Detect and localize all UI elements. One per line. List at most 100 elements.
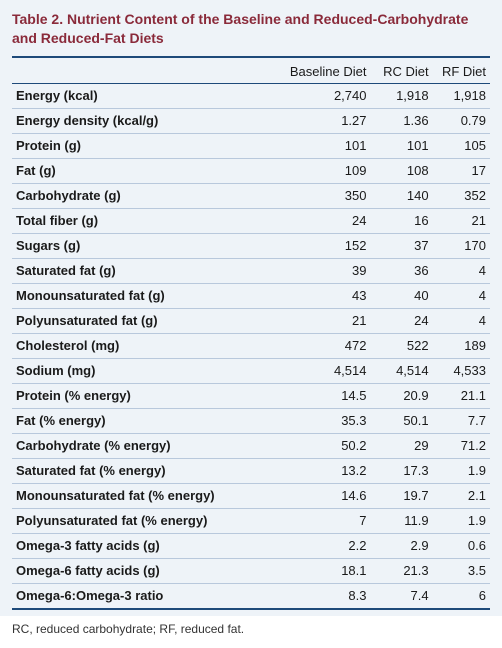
cell-rf: 1.9 <box>433 458 490 483</box>
cell-rc: 20.9 <box>371 383 433 408</box>
row-label: Omega-3 fatty acids (g) <box>12 533 275 558</box>
row-label: Polyunsaturated fat (% energy) <box>12 508 275 533</box>
cell-baseline: 39 <box>275 258 371 283</box>
table-row: Carbohydrate (g)350140352 <box>12 183 490 208</box>
table-row: Saturated fat (% energy)13.217.31.9 <box>12 458 490 483</box>
cell-rc: 16 <box>371 208 433 233</box>
cell-baseline: 4,514 <box>275 358 371 383</box>
row-label: Sugars (g) <box>12 233 275 258</box>
row-label: Saturated fat (% energy) <box>12 458 275 483</box>
table-row: Energy (kcal)2,7401,9181,918 <box>12 84 490 109</box>
cell-rc: 19.7 <box>371 483 433 508</box>
col-header-rc: RC Diet <box>371 58 433 84</box>
cell-rf: 105 <box>433 133 490 158</box>
cell-rc: 50.1 <box>371 408 433 433</box>
cell-rc: 11.9 <box>371 508 433 533</box>
cell-baseline: 7 <box>275 508 371 533</box>
table-row: Omega-3 fatty acids (g)2.22.90.6 <box>12 533 490 558</box>
cell-baseline: 109 <box>275 158 371 183</box>
cell-rc: 140 <box>371 183 433 208</box>
cell-baseline: 13.2 <box>275 458 371 483</box>
cell-rc: 7.4 <box>371 583 433 609</box>
table-header-row: Baseline Diet RC Diet RF Diet <box>12 58 490 84</box>
cell-rc: 4,514 <box>371 358 433 383</box>
row-label: Sodium (mg) <box>12 358 275 383</box>
nutrient-table: Baseline Diet RC Diet RF Diet Energy (kc… <box>12 56 490 610</box>
row-label: Carbohydrate (% energy) <box>12 433 275 458</box>
cell-baseline: 43 <box>275 283 371 308</box>
cell-rf: 4,533 <box>433 358 490 383</box>
cell-baseline: 350 <box>275 183 371 208</box>
table-row: Sugars (g)15237170 <box>12 233 490 258</box>
cell-baseline: 1.27 <box>275 108 371 133</box>
cell-rf: 71.2 <box>433 433 490 458</box>
cell-rc: 1,918 <box>371 84 433 109</box>
row-label: Energy (kcal) <box>12 84 275 109</box>
table-row: Cholesterol (mg)472522189 <box>12 333 490 358</box>
row-label: Fat (% energy) <box>12 408 275 433</box>
table-row: Polyunsaturated fat (% energy)711.91.9 <box>12 508 490 533</box>
cell-rc: 1.36 <box>371 108 433 133</box>
cell-baseline: 50.2 <box>275 433 371 458</box>
cell-baseline: 2,740 <box>275 84 371 109</box>
cell-rc: 522 <box>371 333 433 358</box>
cell-baseline: 2.2 <box>275 533 371 558</box>
row-label: Omega-6:Omega-3 ratio <box>12 583 275 609</box>
cell-baseline: 101 <box>275 133 371 158</box>
cell-rf: 352 <box>433 183 490 208</box>
row-label: Omega-6 fatty acids (g) <box>12 558 275 583</box>
cell-rc: 101 <box>371 133 433 158</box>
col-header-rf: RF Diet <box>433 58 490 84</box>
cell-rf: 3.5 <box>433 558 490 583</box>
cell-rf: 170 <box>433 233 490 258</box>
cell-rf: 4 <box>433 308 490 333</box>
cell-rf: 189 <box>433 333 490 358</box>
cell-rf: 2.1 <box>433 483 490 508</box>
cell-rf: 4 <box>433 258 490 283</box>
row-label: Protein (% energy) <box>12 383 275 408</box>
table-row: Sodium (mg)4,5144,5144,533 <box>12 358 490 383</box>
table-row: Total fiber (g)241621 <box>12 208 490 233</box>
cell-baseline: 24 <box>275 208 371 233</box>
table-row: Polyunsaturated fat (g)21244 <box>12 308 490 333</box>
cell-rc: 36 <box>371 258 433 283</box>
row-label: Saturated fat (g) <box>12 258 275 283</box>
cell-baseline: 472 <box>275 333 371 358</box>
cell-rc: 17.3 <box>371 458 433 483</box>
cell-rf: 21 <box>433 208 490 233</box>
cell-rf: 7.7 <box>433 408 490 433</box>
cell-baseline: 8.3 <box>275 583 371 609</box>
cell-rf: 17 <box>433 158 490 183</box>
cell-rf: 1,918 <box>433 84 490 109</box>
cell-baseline: 152 <box>275 233 371 258</box>
cell-rc: 21.3 <box>371 558 433 583</box>
cell-rc: 2.9 <box>371 533 433 558</box>
table-row: Carbohydrate (% energy)50.22971.2 <box>12 433 490 458</box>
row-label: Cholesterol (mg) <box>12 333 275 358</box>
col-header-baseline: Baseline Diet <box>275 58 371 84</box>
cell-rf: 21.1 <box>433 383 490 408</box>
table-row: Omega-6 fatty acids (g)18.121.33.5 <box>12 558 490 583</box>
table-container: Table 2. Nutrient Content of the Baselin… <box>0 0 502 616</box>
cell-baseline: 18.1 <box>275 558 371 583</box>
cell-rc: 24 <box>371 308 433 333</box>
cell-rf: 0.6 <box>433 533 490 558</box>
table-row: Protein (g)101101105 <box>12 133 490 158</box>
table-row: Monounsaturated fat (% energy)14.619.72.… <box>12 483 490 508</box>
table-row: Protein (% energy)14.520.921.1 <box>12 383 490 408</box>
cell-rc: 108 <box>371 158 433 183</box>
cell-rf: 6 <box>433 583 490 609</box>
table-row: Saturated fat (g)39364 <box>12 258 490 283</box>
table-row: Fat (% energy)35.350.17.7 <box>12 408 490 433</box>
table-title: Table 2. Nutrient Content of the Baselin… <box>12 10 490 48</box>
row-label: Total fiber (g) <box>12 208 275 233</box>
row-label: Carbohydrate (g) <box>12 183 275 208</box>
table-footnote: RC, reduced carbohydrate; RF, reduced fa… <box>0 616 502 648</box>
row-label: Protein (g) <box>12 133 275 158</box>
cell-baseline: 35.3 <box>275 408 371 433</box>
row-label: Energy density (kcal/g) <box>12 108 275 133</box>
cell-rc: 37 <box>371 233 433 258</box>
cell-rf: 0.79 <box>433 108 490 133</box>
cell-rc: 29 <box>371 433 433 458</box>
cell-baseline: 14.5 <box>275 383 371 408</box>
